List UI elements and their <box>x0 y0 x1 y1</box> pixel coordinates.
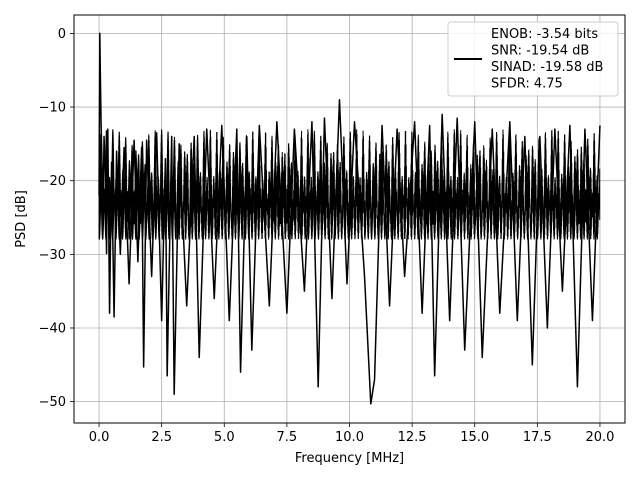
x-tick-label: 17.5 <box>523 430 552 445</box>
series <box>98 32 601 405</box>
psd-series-fill <box>98 129 601 240</box>
y-tick-label: 0 <box>58 27 66 42</box>
x-tick-label: 10.0 <box>335 430 364 445</box>
x-tick-label: 20.0 <box>585 430 614 445</box>
y-tick-label: −20 <box>39 174 66 189</box>
x-axis-label: Frequency [MHz] <box>295 451 404 466</box>
x-tick-label: 2.5 <box>151 430 172 445</box>
y-tick-label: −40 <box>39 321 66 336</box>
x-tick-label: 0.0 <box>89 430 110 445</box>
x-tick-label: 7.5 <box>277 430 298 445</box>
y-tick-label: −30 <box>39 248 66 263</box>
y-tick-label: −10 <box>39 101 66 116</box>
y-tick-label: −50 <box>39 395 66 410</box>
x-tick-label: 15.0 <box>460 430 489 445</box>
legend-box <box>447 21 619 97</box>
legend: ENOB: -3.54 bits SNR: -19.54 dB SINAD: -… <box>447 21 619 97</box>
ticks: 0.0 2.5 5.0 7.5 10.0 12.5 15.0 17.5 20.0 0 −10 −20 −… <box>39 27 615 445</box>
legend-snr: SNR: -19.54 dB <box>491 44 589 59</box>
legend-enob: ENOB: -3.54 bits <box>491 27 598 42</box>
legend-sinad: SINAD: -19.58 dB <box>491 60 603 75</box>
x-tick-label: 12.5 <box>398 430 427 445</box>
legend-sfdr: SFDR: 4.75 <box>491 77 563 92</box>
x-tick-label: 5.0 <box>214 430 235 445</box>
y-axis-label: PSD [dB] <box>14 190 29 248</box>
